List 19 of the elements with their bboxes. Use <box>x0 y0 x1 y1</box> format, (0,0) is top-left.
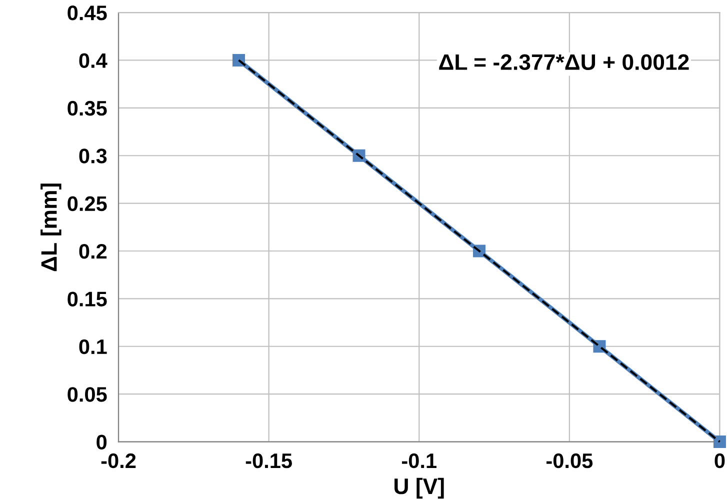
y-tick-label: 0.35 <box>68 100 107 116</box>
y-tick-label: 0.05 <box>68 387 107 402</box>
x-tick-label: -0.05 <box>546 453 593 468</box>
y-axis-title: ΔL [mm] <box>40 184 62 272</box>
y-tick-label: 0 <box>96 434 107 450</box>
point <box>713 436 726 448</box>
x-tick-label: -0.2 <box>101 453 136 468</box>
x-tick-label: -0.15 <box>246 453 292 468</box>
y-tick-label: 0.4 <box>79 53 108 68</box>
y-tick-label: 0.1 <box>79 339 107 354</box>
x-tick-label: -0.1 <box>402 453 436 468</box>
y-tick-label: 0.2 <box>79 244 107 259</box>
annotation: ΔL = -2.377*ΔU + 0.0012 <box>439 54 689 70</box>
x-tick-label: 0 <box>714 453 725 468</box>
y-tick-label: 0.45 <box>68 6 107 20</box>
y-tick-label: 0.3 <box>79 148 107 164</box>
x-axis-title: U [V] <box>394 478 444 499</box>
y-tick-label: 0.15 <box>68 292 107 306</box>
y-tick-label: 0.25 <box>68 196 107 212</box>
